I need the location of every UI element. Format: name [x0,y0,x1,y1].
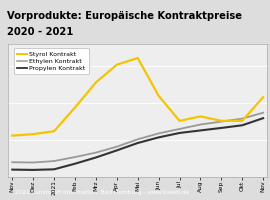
Text: 2020 - 2021: 2020 - 2021 [7,27,73,37]
Text: Vorprodukte: Europäische Kontraktpreise: Vorprodukte: Europäische Kontraktpreise [7,11,242,21]
Text: © 2021 Kunststoff Information, Bad Homburg - www.kiweb.de: © 2021 Kunststoff Information, Bad Hombu… [7,190,189,195]
Legend: Styrol Kontrakt, Ethylen Kontrakt, Propylen Kontrakt: Styrol Kontrakt, Ethylen Kontrakt, Propy… [14,48,89,74]
